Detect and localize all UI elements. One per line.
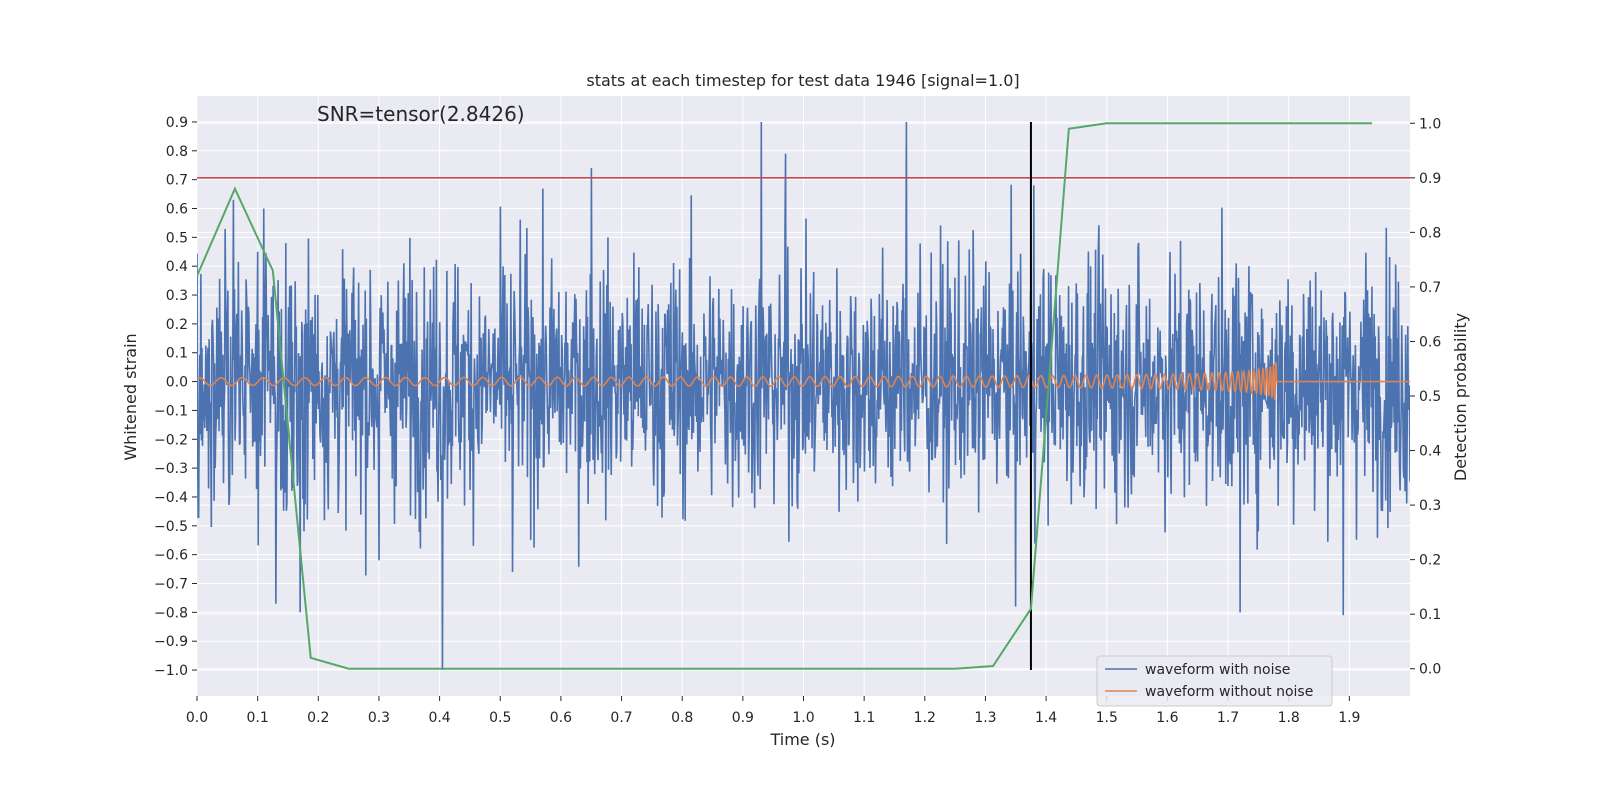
x-tick-label: 1.5 <box>1096 710 1118 726</box>
x-tick-label: 1.6 <box>1156 710 1178 726</box>
axis-ticks: 0.0 0.1 0.2 0.3 0.4 0.5 0.6 0.7 0.8 0.9 1.0 1.1 1.2 1… <box>154 115 1441 726</box>
snr-annotation: SNR=tensor(2.8426) <box>317 102 525 126</box>
x-tick-label: 1.0 <box>792 710 814 726</box>
x-tick-label: 1.1 <box>853 710 875 726</box>
y-tick-label: 0.7 <box>166 173 188 189</box>
y2-tick-label: 0.2 <box>1419 553 1441 569</box>
y-tick-label: −0.1 <box>154 403 188 419</box>
legend-frame <box>1096 655 1333 707</box>
x-tick-label: 1.9 <box>1338 710 1360 726</box>
y2-tick-label: 0.8 <box>1419 225 1441 241</box>
x-tick-label: 1.3 <box>974 710 996 726</box>
noisy-waveform-line <box>197 121 1410 671</box>
y2-tick-label: 0.6 <box>1419 334 1441 350</box>
y-tick-label: 0.1 <box>166 346 188 362</box>
x-tick-label: 0.2 <box>307 710 329 726</box>
y-tick-label: −0.7 <box>154 577 188 593</box>
plot-area <box>197 121 1410 671</box>
y-tick-label: −1.0 <box>154 663 188 679</box>
y-tick-label: 0.0 <box>166 375 188 391</box>
x-tick-label: 0.0 <box>186 710 208 726</box>
y-tick-label: 0.6 <box>166 202 188 218</box>
y-tick-label: −0.6 <box>154 548 188 564</box>
y2-tick-label: 0.4 <box>1419 444 1441 460</box>
y2-tick-label: 0.7 <box>1419 280 1441 296</box>
legend-label-noisy: waveform with noise <box>1145 662 1290 678</box>
y2-tick-label: 0.1 <box>1419 607 1441 623</box>
y-tick-label: 0.3 <box>166 288 188 304</box>
x-tick-label: 0.8 <box>671 710 693 726</box>
x-tick-label: 0.6 <box>550 710 572 726</box>
y-tick-label: 0.9 <box>166 115 188 131</box>
y-tick-label: −0.3 <box>154 461 188 477</box>
y-tick-label: 0.5 <box>166 230 188 246</box>
y-tick-label: 0.4 <box>166 259 188 275</box>
y-tick-label: −0.9 <box>154 634 188 650</box>
y-tick-label: 0.8 <box>166 144 188 160</box>
y2-tick-label: 0.9 <box>1419 171 1441 187</box>
x-tick-label: 0.3 <box>368 710 390 726</box>
legend: waveform with noise waveform without noi… <box>1096 655 1333 707</box>
clean-waveform-line <box>197 361 1410 400</box>
x-tick-label: 1.4 <box>1035 710 1057 726</box>
y-tick-label: −0.8 <box>154 605 188 621</box>
x-tick-label: 0.5 <box>489 710 511 726</box>
probability-line <box>197 122 1373 670</box>
x-tick-label: 1.2 <box>914 710 936 726</box>
y-tick-label: −0.5 <box>154 519 188 535</box>
x-tick-label: 1.7 <box>1217 710 1239 726</box>
y-axis-label: Whitened strain <box>121 333 140 460</box>
x-tick-label: 0.7 <box>610 710 632 726</box>
x-tick-label: 0.4 <box>428 710 450 726</box>
y-tick-label: −0.4 <box>154 490 188 506</box>
y2-tick-label: 1.0 <box>1419 116 1441 132</box>
x-axis-label: Time (s) <box>769 730 835 749</box>
chart-title: stats at each timestep for test data 194… <box>586 71 1019 90</box>
x-tick-label: 0.1 <box>247 710 269 726</box>
x-tick-label: 1.8 <box>1278 710 1300 726</box>
y2-tick-label: 0.3 <box>1419 498 1441 514</box>
legend-label-clean: waveform without noise <box>1145 684 1313 700</box>
x-tick-label: 0.9 <box>732 710 754 726</box>
y-tick-label: 0.2 <box>166 317 188 333</box>
y2-tick-label: 0.5 <box>1419 389 1441 405</box>
y2-axis-label: Detection probability <box>1451 313 1470 481</box>
y-tick-label: −0.2 <box>154 432 188 448</box>
y2-tick-label: 0.0 <box>1419 662 1441 678</box>
